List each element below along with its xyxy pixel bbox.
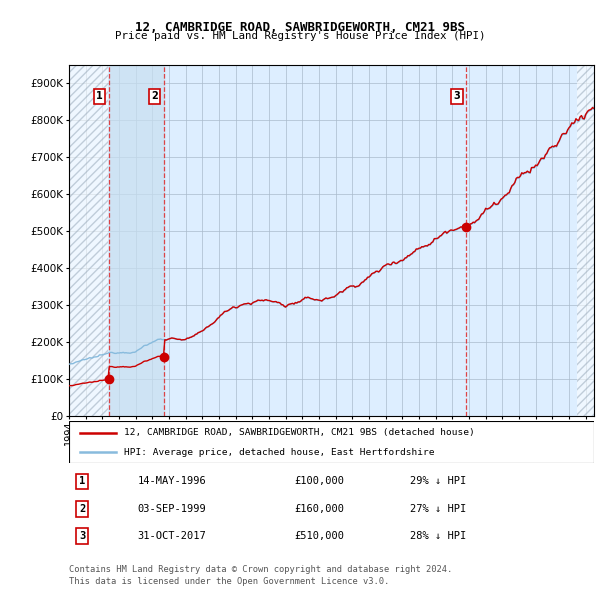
Text: 1: 1 [96, 91, 103, 101]
Bar [69, 65, 109, 416]
Text: 28% ↓ HPI: 28% ↓ HPI [410, 531, 467, 541]
Text: 12, CAMBRIDGE ROAD, SAWBRIDGEWORTH, CM21 9BS (detached house): 12, CAMBRIDGE ROAD, SAWBRIDGEWORTH, CM21… [124, 428, 475, 437]
Text: 3: 3 [454, 91, 460, 101]
Text: 31-OCT-2017: 31-OCT-2017 [137, 531, 206, 541]
Bar [109, 65, 164, 416]
Text: £510,000: £510,000 [295, 531, 345, 541]
Text: HPI: Average price, detached house, East Hertfordshire: HPI: Average price, detached house, East… [124, 448, 434, 457]
Text: £100,000: £100,000 [295, 477, 345, 487]
Text: 3: 3 [79, 531, 85, 541]
Text: 29% ↓ HPI: 29% ↓ HPI [410, 477, 467, 487]
Text: 14-MAY-1996: 14-MAY-1996 [137, 477, 206, 487]
Bar [577, 65, 594, 416]
Text: Contains HM Land Registry data © Crown copyright and database right 2024.: Contains HM Land Registry data © Crown c… [69, 565, 452, 574]
Text: 2: 2 [79, 504, 85, 514]
Text: 03-SEP-1999: 03-SEP-1999 [137, 504, 206, 514]
Text: 12, CAMBRIDGE ROAD, SAWBRIDGEWORTH, CM21 9BS: 12, CAMBRIDGE ROAD, SAWBRIDGEWORTH, CM21… [135, 21, 465, 34]
Text: This data is licensed under the Open Government Licence v3.0.: This data is licensed under the Open Gov… [69, 577, 389, 586]
Text: 2: 2 [151, 91, 158, 101]
Text: Price paid vs. HM Land Registry's House Price Index (HPI): Price paid vs. HM Land Registry's House … [115, 31, 485, 41]
Text: £160,000: £160,000 [295, 504, 345, 514]
Text: 1: 1 [79, 477, 85, 487]
Text: 27% ↓ HPI: 27% ↓ HPI [410, 504, 467, 514]
